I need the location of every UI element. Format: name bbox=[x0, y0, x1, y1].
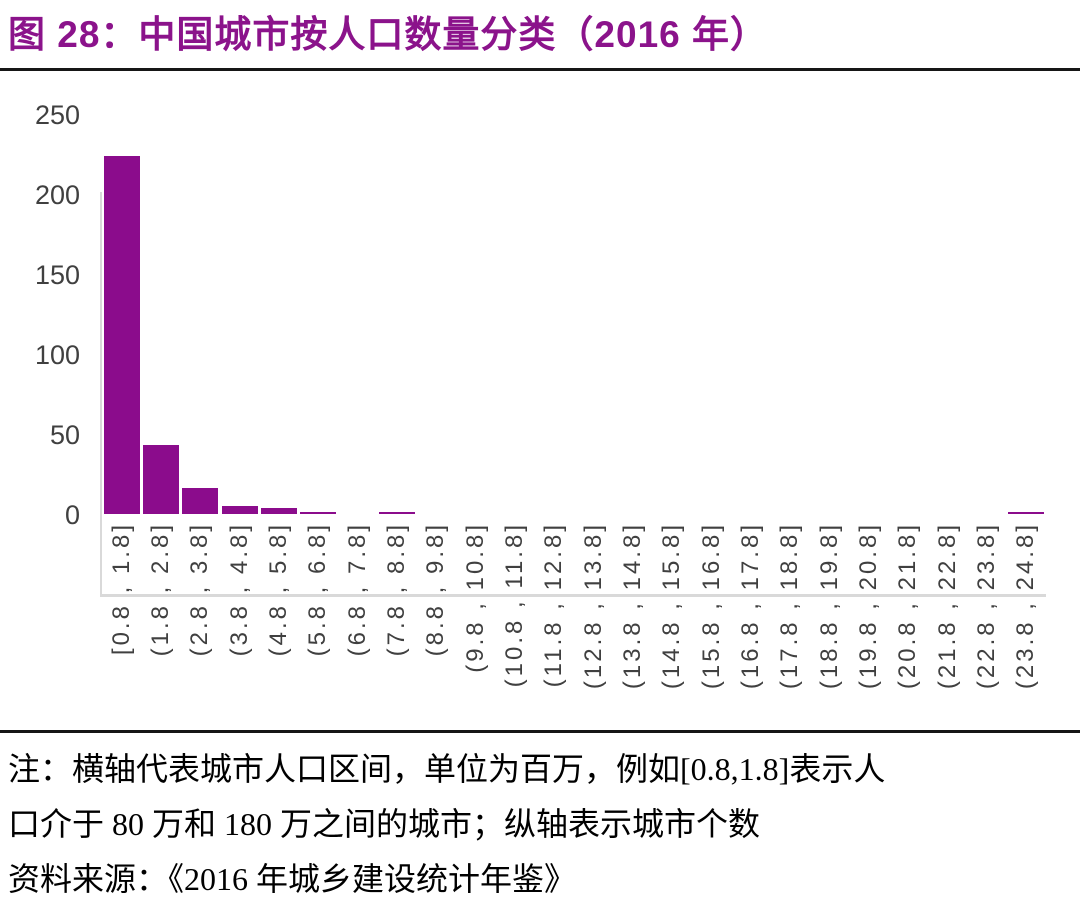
x-tick-label: (14.8 , 15.8] bbox=[658, 522, 686, 690]
bar bbox=[103, 156, 140, 514]
notes-divider bbox=[0, 730, 1080, 733]
y-tick-label: 150 bbox=[34, 260, 80, 290]
x-tick-label: (21.8 , 22.8] bbox=[933, 522, 961, 690]
x-tick-label: (12.8 , 13.8] bbox=[579, 522, 607, 690]
x-tick-label: (5.8 , 6.8] bbox=[304, 522, 332, 657]
x-tick-label: [0.8 , 1.8] bbox=[107, 522, 135, 656]
bar bbox=[221, 506, 258, 514]
y-tick-label: 50 bbox=[49, 420, 80, 450]
population-histogram: 0 50 100 150 200 250 [0.8 , 1.8] (1.8 , 2.8] (2… bbox=[0, 80, 1080, 730]
x-tick-label: (1.8 , 2.8] bbox=[146, 522, 174, 657]
bar bbox=[142, 445, 179, 514]
x-tick-label: (7.8 , 8.8] bbox=[382, 522, 410, 657]
x-tick-label: (13.8 , 14.8] bbox=[618, 522, 646, 690]
x-tick-label: (4.8 , 5.8] bbox=[264, 522, 292, 657]
x-tick-label: (23.8 , 24.8] bbox=[1012, 522, 1040, 690]
note-line-2: 口介于 80 万和 180 万之间的城市；纵轴表示城市个数 bbox=[8, 806, 761, 842]
x-tick-label: (6.8 , 7.8] bbox=[343, 522, 371, 657]
y-tick-label: 100 bbox=[34, 340, 80, 370]
y-tick-label: 250 bbox=[34, 100, 80, 130]
x-tick-label: (22.8 , 23.8] bbox=[972, 522, 1000, 690]
source-note: 资料来源：《2016 年城乡建设统计年鉴》 bbox=[8, 861, 577, 897]
x-tick-label: (8.8 , 9.8] bbox=[422, 522, 450, 657]
y-tick-label: 0 bbox=[64, 500, 80, 530]
x-tick-label: (20.8 , 21.8] bbox=[894, 522, 922, 690]
x-axis-line bbox=[100, 594, 1046, 597]
bar bbox=[260, 508, 297, 514]
x-tick-label: (9.8 , 10.8] bbox=[461, 522, 489, 673]
note-line-1: 注：横轴代表城市人口区间，单位为百万，例如[0.8,1.8]表示人 bbox=[8, 751, 886, 787]
bar bbox=[378, 512, 415, 514]
x-tick-label: (16.8 , 17.8] bbox=[736, 522, 764, 690]
figure-title: 图 28：中国城市按人口数量分类（2016 年） bbox=[8, 14, 769, 55]
title-divider bbox=[0, 68, 1080, 71]
x-tick-label: (3.8 , 4.8] bbox=[225, 522, 253, 657]
x-tick-label: (11.8 , 12.8] bbox=[540, 522, 568, 688]
x-tick-label: (10.8 , 11.8] bbox=[500, 522, 528, 688]
bar bbox=[1008, 512, 1045, 514]
chart-notes: 注：横轴代表城市人口区间，单位为百万，例如[0.8,1.8]表示人 口介于 80… bbox=[8, 742, 1072, 907]
bar bbox=[182, 488, 219, 514]
y-tick-label: 200 bbox=[34, 180, 80, 210]
x-tick-label: (18.8 , 19.8] bbox=[815, 522, 843, 690]
bar bbox=[300, 512, 337, 514]
y-axis-line bbox=[100, 192, 102, 595]
x-tick-label: (17.8 , 18.8] bbox=[776, 522, 804, 690]
x-tick-label: (19.8 , 20.8] bbox=[854, 522, 882, 690]
x-tick-label: (2.8 , 3.8] bbox=[186, 522, 214, 657]
x-tick-label: (15.8 , 16.8] bbox=[697, 522, 725, 690]
